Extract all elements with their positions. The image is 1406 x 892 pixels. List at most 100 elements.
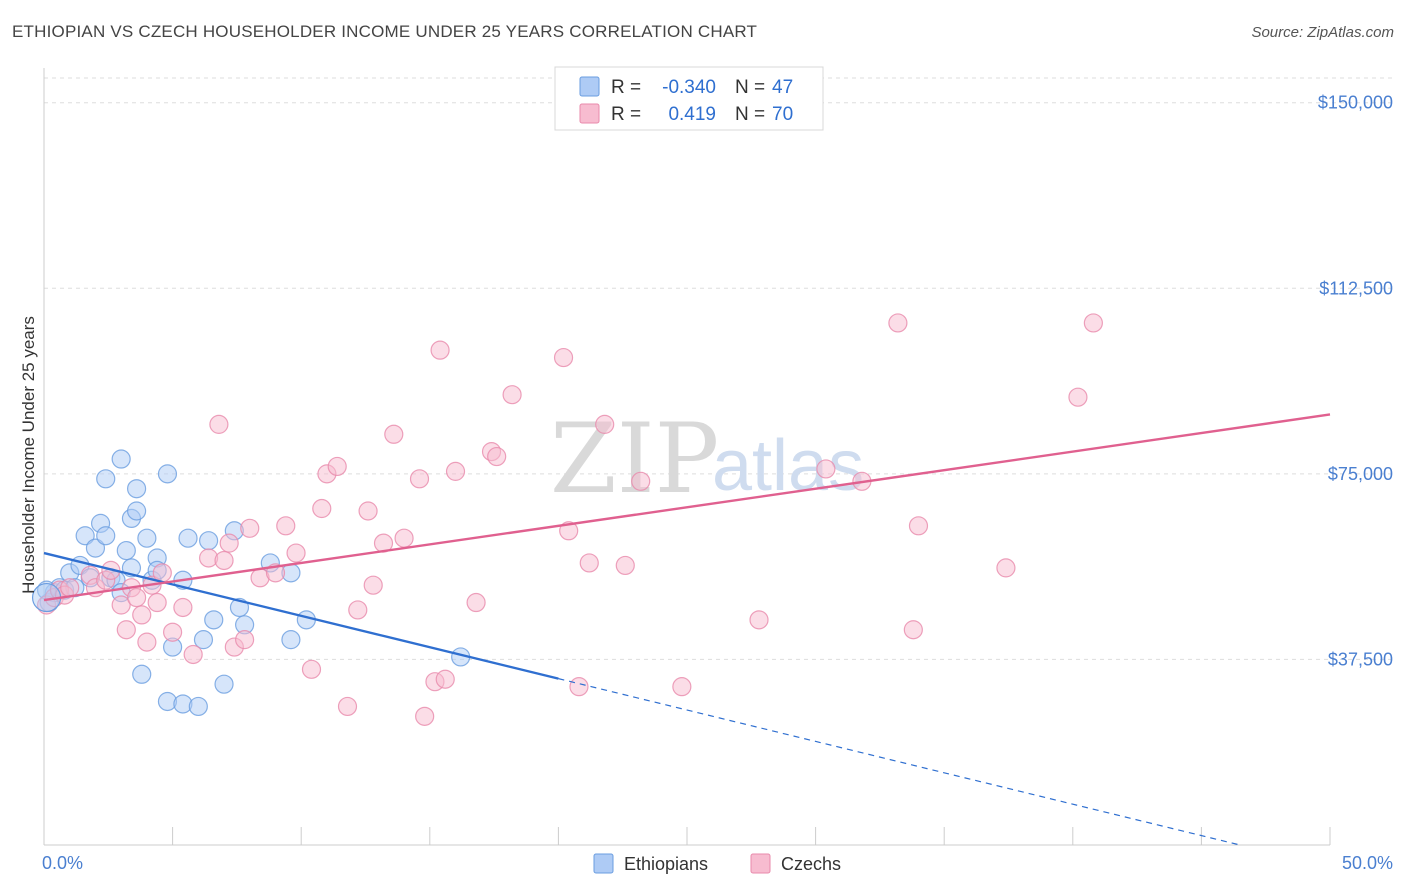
czechs-point [672,677,692,697]
series-legend: Ethiopians Czechs [593,853,841,874]
czechs-point [409,469,430,489]
ethiopians-point [75,526,95,546]
ethiopians-point [96,526,116,546]
watermark-zip: ZIP [550,403,719,515]
czechs-point [147,592,167,613]
y-tick-label: $112,500 [1319,278,1393,298]
ethiopians-point [132,664,152,684]
bottom-legend-label-ethiopians: Ethiopians [624,854,708,874]
czechs-point [466,592,486,613]
czechs-point [163,622,183,642]
bottom-legend-swatch-czechs [750,853,771,874]
ethiopians-point [188,696,208,717]
y-tick-label: $150,000 [1318,93,1393,113]
grid-layer [44,77,1394,660]
czechs-point [358,501,378,521]
czechs-point [111,595,131,615]
czechs-point [235,630,255,650]
legend-r-label-ethiopians: R = [611,77,641,98]
czechs-point [276,516,296,536]
legend-r-value-czechs: 0.419 [668,104,716,125]
czechs-point [301,659,322,679]
czechs-point [487,446,507,467]
czechs-point [116,620,136,640]
ethiopians-point [199,531,219,551]
points-layer [31,313,1103,726]
ethiopians-point [281,630,301,650]
czechs-point [553,347,574,368]
czechs-point [126,587,147,608]
czechs-point [60,578,80,598]
bottom-legend-swatch-ethiopians [593,853,614,874]
czechs-point [384,424,404,444]
czechs-point [312,498,332,519]
czechs-point [137,632,157,652]
czechs-point [173,597,193,618]
czechs-point [214,550,234,571]
watermark-atlas: atlas [712,426,864,506]
czechs-point [903,620,923,640]
czechs-point [209,414,229,434]
chart-source: Source: ZipAtlas.com [1251,24,1394,41]
ethiopians-point [116,540,136,561]
ethiopians-point [111,449,131,469]
y-tick-label: $75,000 [1328,464,1393,484]
ethiopians-point [178,528,198,548]
ethiopians-trend-extension [558,678,1241,846]
czechs-trend-line [43,413,1331,602]
czechs-point [579,553,599,573]
czechs-point [363,575,383,595]
czechs-point [348,600,368,620]
czechs-point [394,528,414,548]
stats-legend-box [554,66,824,131]
x-tick-max: 50.0% [1342,853,1393,873]
czechs-point [908,516,929,536]
legend-swatch-czechs [579,103,600,124]
czechs-point [327,456,347,477]
czechs-point [415,706,435,726]
ethiopians-trend-line [43,551,559,680]
czechs-point [816,459,836,479]
czechs-point [559,521,579,541]
stats-legend: R = -0.340 N = 47 R = 0.419 N = 70 [554,66,824,131]
legend-swatch-ethiopians [579,76,600,97]
ethiopians-point [85,538,106,558]
czechs-point [286,543,306,563]
y-axis-label: Householder Income Under 25 years [19,316,38,594]
czechs-point [888,313,908,333]
ethiopians-point [126,479,147,499]
bottom-legend-label-czechs: Czechs [781,854,841,874]
ethiopians-point [137,528,157,548]
legend-r-label-czechs: R = [611,104,641,125]
czechs-point [1083,313,1103,333]
czechs-point [749,610,769,630]
legend-n-value-czechs: 70 [772,104,793,125]
ethiopians-point [126,501,147,521]
czechs-point [219,533,239,553]
czechs-point [631,471,651,491]
ethiopians-point [204,610,224,630]
czechs-point [1068,387,1088,407]
czechs-point [183,644,203,665]
czechs-point [569,677,589,697]
axis-layer: $37,500 $75,000 $112,500 $150,000 [43,68,1393,846]
ethiopians-point [96,469,116,489]
czechs-point [240,518,260,538]
czechs-point [445,461,466,481]
trend-layer [43,413,1331,846]
legend-n-value-ethiopians: 47 [772,77,793,98]
ethiopians-point [157,464,178,484]
czechs-point [430,340,450,360]
ethiopians-point [193,630,214,650]
x-tick-min: 0.0% [42,853,83,873]
czechs-point [152,563,172,583]
czechs-point [615,555,635,576]
legend-n-label-ethiopians: N = [735,77,765,98]
czechs-point [435,669,455,689]
chart-title: ETHIOPIAN VS CZECH HOUSEHOLDER INCOME UN… [12,22,758,41]
czechs-point [132,605,152,625]
ethiopians-point [214,674,234,694]
czechs-point [337,696,358,717]
czechs-point [502,385,522,405]
